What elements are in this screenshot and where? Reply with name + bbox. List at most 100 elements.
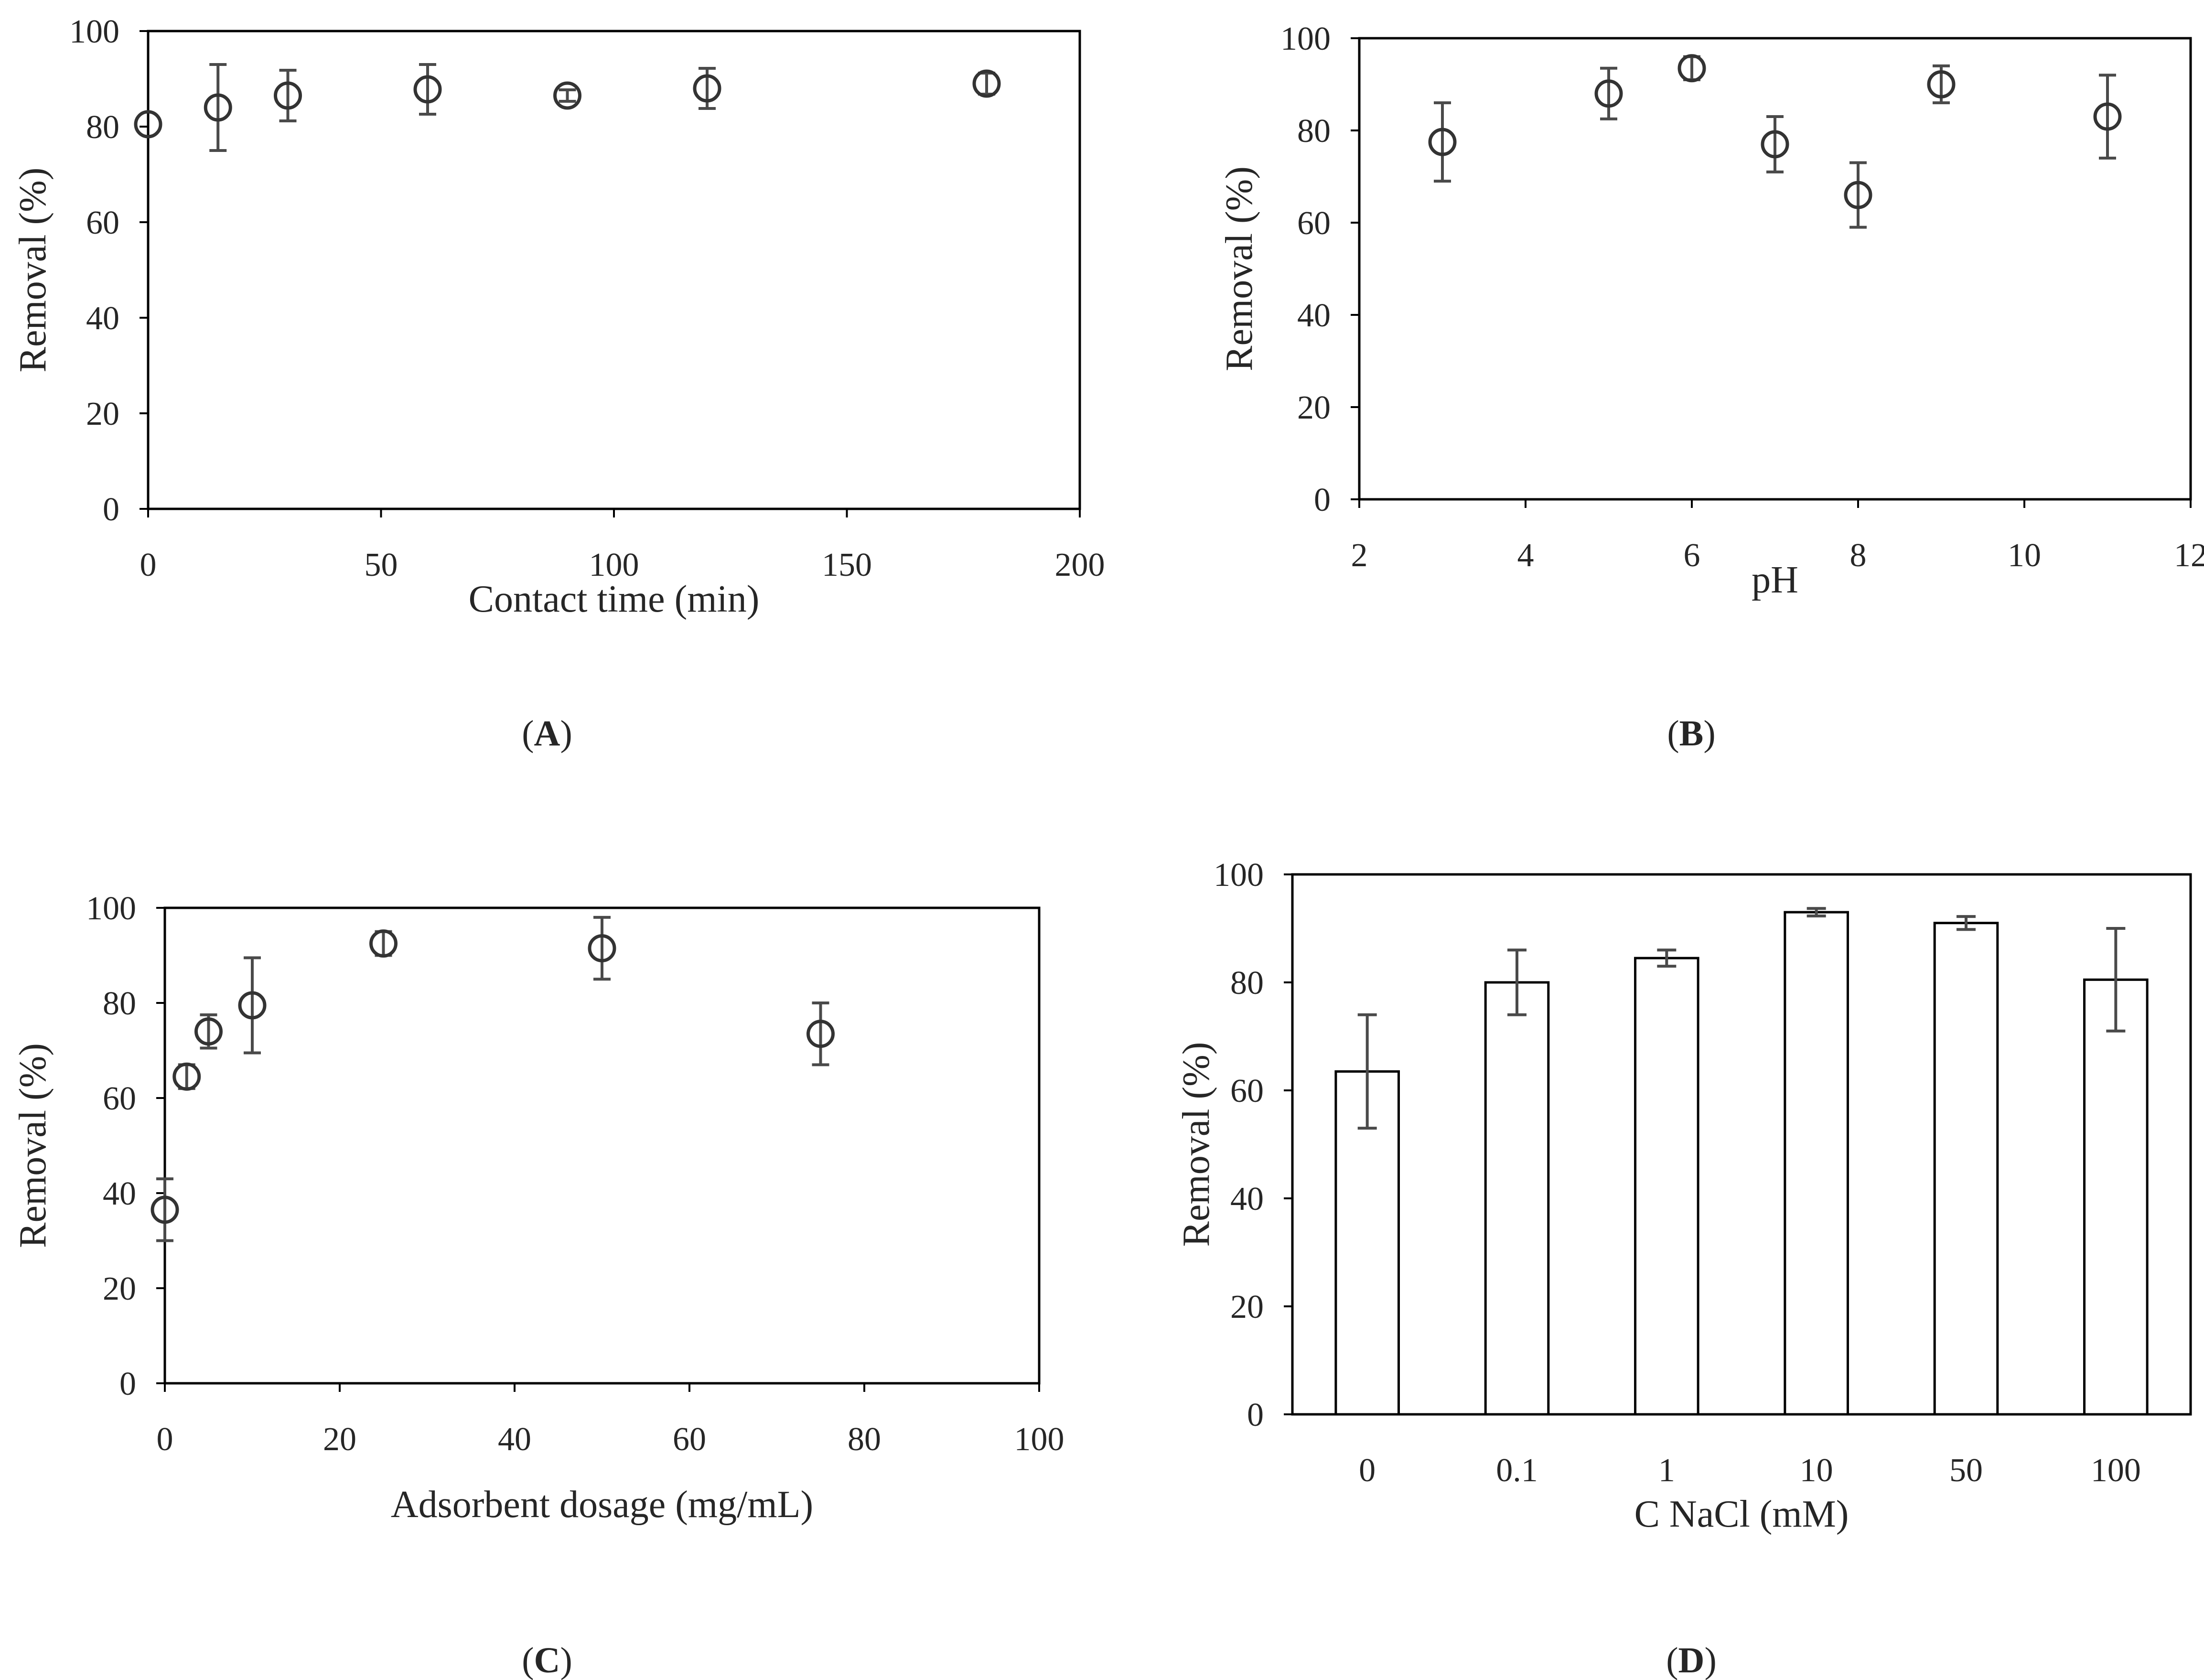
panel-d: 0 20 40 60 80 100 0 0.1 1 10 50 100 C NaCl (mM) Remov… (1175, 857, 2192, 1680)
panel-label-letter: B (1679, 713, 1704, 754)
data-point (413, 75, 442, 104)
y-tick-label: 60 (86, 205, 119, 241)
bar (1634, 957, 1699, 1416)
data-point (204, 93, 232, 122)
data-point (1844, 181, 1872, 209)
panel-label: (A) (522, 713, 572, 754)
y-tick-label: 100 (1280, 21, 1331, 57)
y-tick-label: 100 (69, 13, 119, 50)
y-tick-label: 40 (1297, 297, 1331, 334)
x-axis-label: Adsorbent dosage (mg/mL) (391, 1484, 813, 1526)
data-point (588, 934, 616, 963)
panel-label-close: ) (1704, 1640, 1716, 1680)
x-axis-label: pH (1752, 559, 1798, 601)
plot-area-frame (163, 906, 1041, 1385)
data-point (806, 1020, 835, 1048)
x-tick-label: 8 (1850, 537, 1867, 574)
y-tick-label: 80 (103, 985, 136, 1022)
y-axis-label: Removal (%) (1175, 1042, 1217, 1247)
panel-label-letter: A (534, 713, 560, 754)
panel-label: (C) (522, 1640, 572, 1680)
data-point (151, 1195, 179, 1224)
panel-label-close: ) (1703, 713, 1715, 754)
bar (1933, 922, 1999, 1416)
panel-b: 0 20 40 60 80 100 2 4 6 8 10 12 pH Removal (%) (B) (1218, 21, 2204, 754)
y-tick-label: 20 (103, 1271, 136, 1307)
x-category-label: 0.1 (1496, 1452, 1538, 1489)
x-tick-label: 2 (1351, 537, 1368, 574)
x-tick-label: 0 (140, 547, 157, 583)
y-tick-label: 0 (103, 491, 119, 528)
panel-label-open: ( (1666, 1640, 1678, 1680)
y-tick-label: 0 (119, 1366, 136, 1402)
y-tick-label: 60 (103, 1080, 136, 1117)
y-tick-label: 20 (1297, 389, 1331, 426)
x-axis-label: C NaCl (mM) (1634, 1493, 1849, 1535)
y-axis-label: Removal (%) (1218, 166, 1260, 371)
data-point (1761, 130, 1789, 159)
y-tick-label: 100 (86, 890, 136, 927)
panel-label: (D) (1666, 1640, 1717, 1680)
data-point (1594, 79, 1623, 108)
y-tick-label: 40 (103, 1175, 136, 1212)
y-axis-label: Removal (%) (12, 1043, 54, 1248)
data-point (1677, 54, 1706, 83)
data-point (972, 69, 1001, 98)
y-tick-label: 40 (86, 300, 119, 337)
bar (1484, 981, 1550, 1416)
data-point (194, 1017, 223, 1046)
panel-label-open: ( (522, 1640, 534, 1680)
x-category-label: 50 (1949, 1452, 1983, 1489)
plot-area-frame (1358, 37, 2192, 501)
x-category-label: 100 (2091, 1452, 2141, 1489)
x-tick-label: 50 (365, 547, 398, 583)
y-tick-label: 80 (86, 109, 119, 146)
y-tick-label: 0 (1247, 1397, 1264, 1433)
y-tick-label: 80 (1230, 965, 1264, 1002)
x-tick-label: 60 (673, 1421, 706, 1458)
bar (2083, 978, 2149, 1416)
x-tick-label: 80 (848, 1421, 881, 1458)
y-tick-label: 20 (86, 396, 119, 432)
data-point (172, 1062, 201, 1091)
panel-label-open: ( (1667, 713, 1679, 754)
y-tick-label: 100 (1214, 857, 1264, 894)
panel-label-open: ( (522, 713, 534, 754)
data-point (238, 991, 267, 1020)
data-point (553, 81, 581, 110)
x-tick-label: 40 (498, 1421, 531, 1458)
x-category-label: 1 (1658, 1452, 1675, 1489)
y-tick-label: 0 (1314, 482, 1331, 518)
data-point (274, 81, 302, 110)
panel-label: (B) (1667, 713, 1715, 754)
x-tick-label: 0 (157, 1421, 173, 1458)
x-axis-label: Contact time (min) (469, 578, 760, 620)
panel-label-letter: C (534, 1640, 560, 1680)
x-tick-label: 150 (822, 547, 872, 583)
x-category-label: 10 (1800, 1452, 1833, 1489)
x-tick-label: 10 (2008, 537, 2041, 574)
y-tick-label: 80 (1297, 113, 1331, 150)
data-point (1927, 70, 1956, 98)
x-tick-label: 4 (1517, 537, 1534, 574)
x-tick-label: 200 (1055, 547, 1105, 583)
y-tick-label: 40 (1230, 1181, 1264, 1217)
data-point (693, 74, 721, 103)
x-category-label: 0 (1359, 1452, 1376, 1489)
x-tick-label: 20 (323, 1421, 356, 1458)
panel-a: 0 20 40 60 80 100 0 50 100 150 200 Contact time (mi… (12, 13, 1105, 754)
x-tick-label: 100 (589, 547, 639, 583)
y-axis-label: Removal (%) (12, 168, 54, 373)
plot-area-frame (1291, 873, 2192, 1416)
y-tick-label: 60 (1297, 205, 1331, 242)
panel-label-letter: D (1678, 1640, 1705, 1680)
panel-c: 0 20 40 60 80 100 0 20 40 60 80 100 Adsorbent dosage… (12, 890, 1064, 1680)
data-point (134, 110, 162, 139)
panel-label-close: ) (560, 1640, 572, 1680)
y-tick-label: 20 (1230, 1289, 1264, 1325)
data-point (2093, 102, 2122, 131)
bar (1784, 911, 1849, 1416)
data-point (369, 929, 398, 958)
data-point (1428, 128, 1457, 156)
